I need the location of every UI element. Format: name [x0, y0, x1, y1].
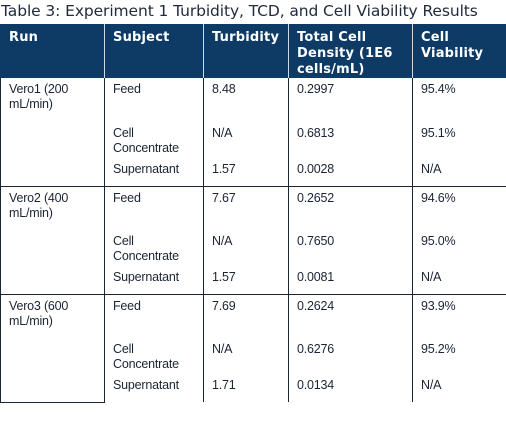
table-row: Vero1 (200 mL/min) Feed 8.48 0.2997 95.4… [0, 78, 506, 187]
table-caption: Table 3: Experiment 1 Turbidity, TCD, an… [1, 2, 478, 20]
subject-cell: Cell Concentrate [104, 230, 204, 266]
table-row: Vero3 (600 mL/min) Feed 7.69 0.2624 93.9… [0, 294, 506, 403]
subject-cell: Supernatant [104, 374, 204, 402]
subject-cell: Supernatant [104, 266, 204, 295]
table-row: Cell Concentrate N/A 0.7650 95.0% [1, 230, 506, 266]
subject-cell: Feed [104, 78, 204, 122]
density-cell: 0.2624 [288, 294, 413, 338]
table-row: Vero2 (400 mL/min) Feed 7.67 0.2652 94.6… [0, 186, 506, 295]
density-cell: 0.7650 [288, 230, 413, 266]
header-row: Run Subject Turbidity Total Cell Density… [0, 24, 506, 78]
table-row: Cell Concentrate N/A 0.6813 95.1% [1, 122, 506, 158]
turbidity-cell: N/A [203, 338, 289, 374]
subject-cell: Supernatant [104, 158, 204, 187]
viability-cell: N/A [412, 266, 506, 295]
viability-cell: 95.0% [412, 230, 506, 266]
header-cell-viability: Cell Viability [412, 24, 506, 78]
viability-cell: 95.1% [412, 122, 506, 158]
results-table: Run Subject Turbidity Total Cell Density… [0, 24, 506, 403]
viability-cell: 95.2% [412, 338, 506, 374]
turbidity-cell: 1.57 [203, 158, 289, 187]
subject-cell: Feed [104, 294, 204, 338]
run-cell: Vero3 (600 mL/min) [0, 294, 105, 403]
header-run: Run [0, 24, 105, 78]
turbidity-cell: 1.57 [203, 266, 289, 295]
header-total-cell-density: Total Cell Density (1E6 cells/mL) [288, 24, 413, 78]
density-cell: 0.2997 [288, 78, 413, 122]
density-cell: 0.0028 [288, 158, 413, 187]
viability-cell: N/A [412, 374, 506, 402]
turbidity-cell: N/A [203, 230, 289, 266]
table-row: Supernatant 1.57 0.0081 N/A [1, 266, 506, 295]
turbidity-cell: 1.71 [203, 374, 289, 402]
run-cell: Vero1 (200 mL/min) [0, 78, 105, 187]
table-row: Supernatant 1.57 0.0028 N/A [1, 158, 506, 187]
turbidity-cell: N/A [203, 122, 289, 158]
density-cell: 0.6813 [288, 122, 413, 158]
viability-cell: N/A [412, 158, 506, 187]
header-turbidity: Turbidity [203, 24, 289, 78]
run-cell: Vero2 (400 mL/min) [0, 186, 105, 295]
turbidity-cell: 8.48 [203, 78, 289, 122]
density-cell: 0.2652 [288, 186, 413, 230]
turbidity-cell: 7.69 [203, 294, 289, 338]
viability-cell: 95.4% [412, 78, 506, 122]
density-cell: 0.0081 [288, 266, 413, 295]
header-subject: Subject [104, 24, 204, 78]
turbidity-cell: 7.67 [203, 186, 289, 230]
subject-cell: Feed [104, 186, 204, 230]
subject-cell: Cell Concentrate [104, 338, 204, 374]
viability-cell: 94.6% [412, 186, 506, 230]
density-cell: 0.0134 [288, 374, 413, 402]
subject-cell: Cell Concentrate [104, 122, 204, 158]
table-row: Supernatant 1.71 0.0134 N/A [1, 374, 506, 402]
viability-cell: 93.9% [412, 294, 506, 338]
density-cell: 0.6276 [288, 338, 413, 374]
table-row: Cell Concentrate N/A 0.6276 95.2% [1, 338, 506, 374]
